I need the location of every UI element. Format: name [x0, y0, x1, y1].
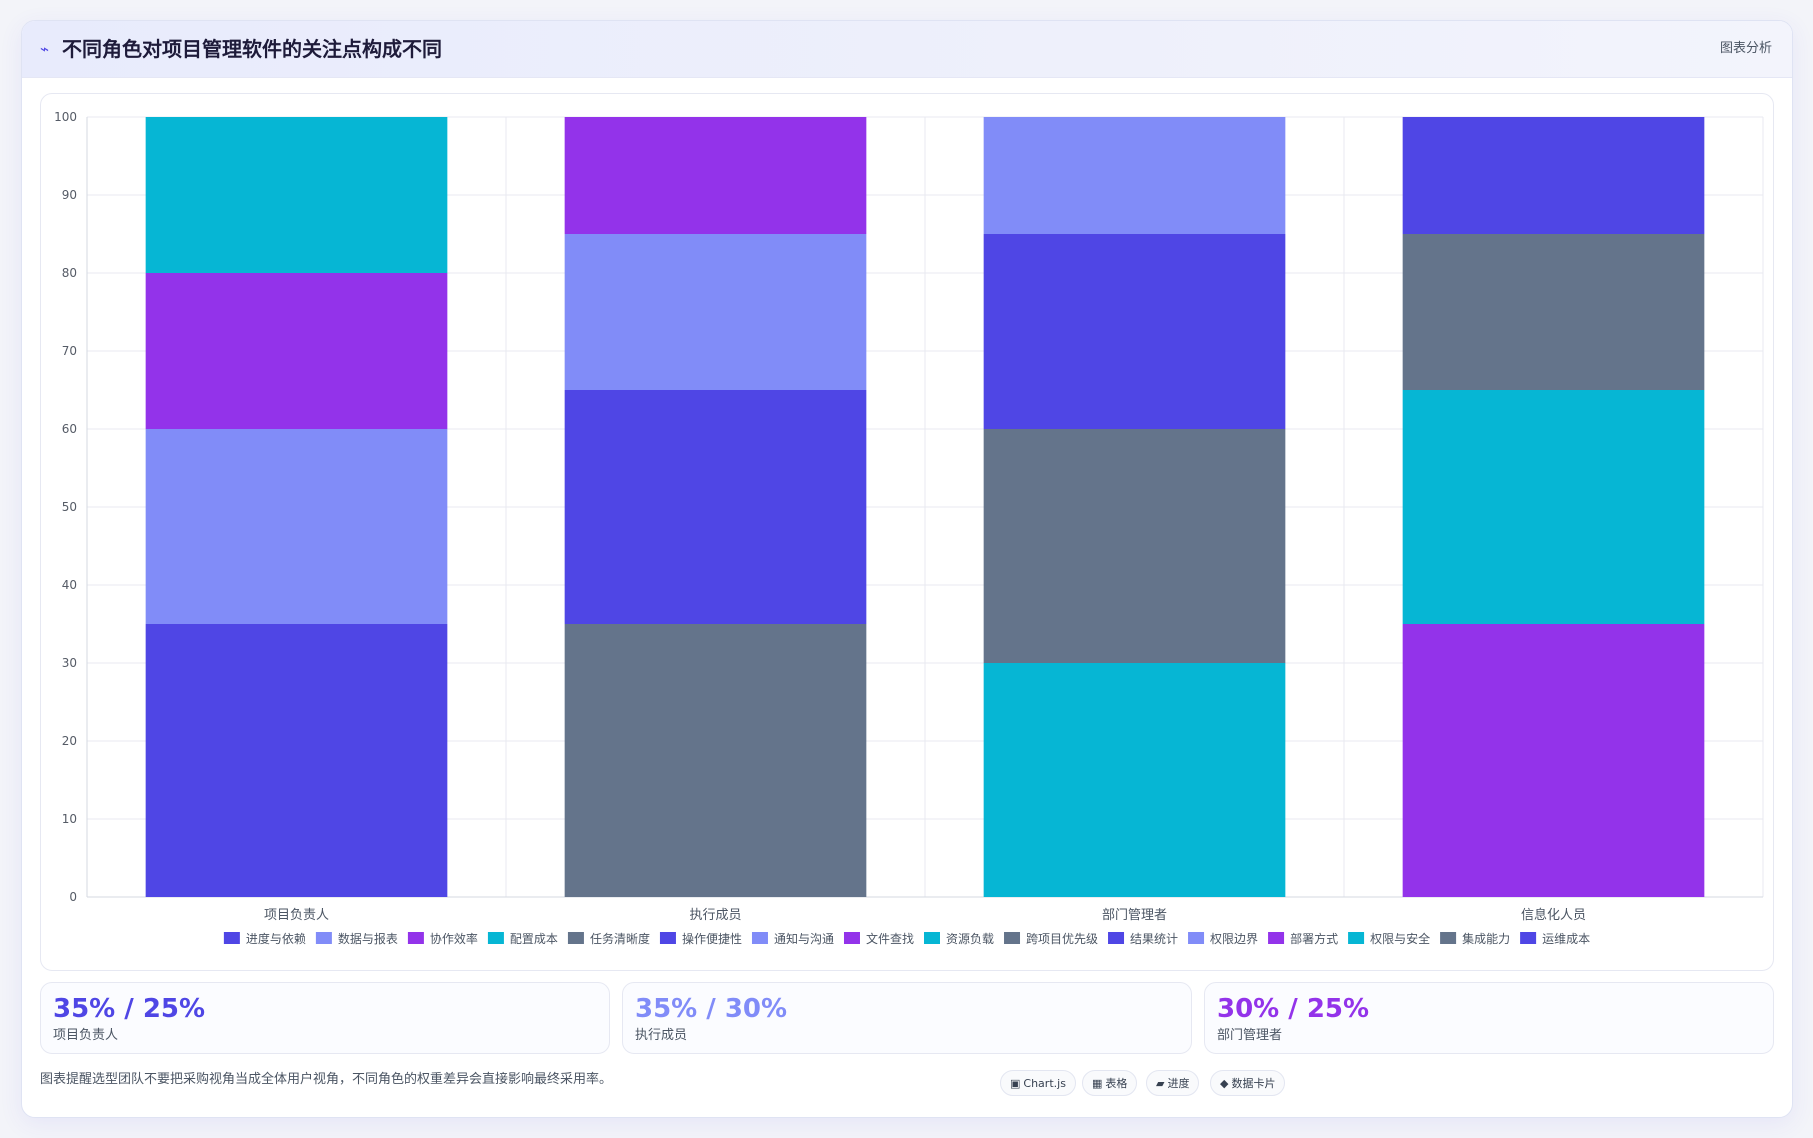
- stat-card-department-manager: 30% / 25% 部门管理者: [1204, 982, 1774, 1054]
- legend-swatch: [1440, 932, 1457, 944]
- bar-segment: [564, 234, 867, 390]
- pill-label: Chart.js: [1023, 1077, 1066, 1090]
- bar-segment: [564, 117, 867, 234]
- stat-label: 部门管理者: [1217, 1028, 1283, 1043]
- y-tick-label: 50: [62, 500, 77, 514]
- y-tick-label: 10: [62, 812, 77, 826]
- legend-label: 部署方式: [1290, 931, 1338, 946]
- legend-label: 操作便捷性: [682, 931, 742, 946]
- stat-value: 35% / 25%: [53, 994, 206, 1024]
- y-tick-label: 80: [62, 266, 77, 280]
- y-tick-label: 40: [62, 578, 77, 592]
- bar-segment: [1402, 234, 1705, 390]
- legend-label: 进度与依赖: [246, 931, 306, 946]
- legend-swatch: [1188, 932, 1205, 944]
- card-header: ⌁ 不同角色对项目管理软件的关注点构成不同 图表分析: [22, 21, 1792, 78]
- stat-cards: 35% / 25% 项目负责人 35% / 30% 执行成员 30% / 25%…: [40, 982, 1774, 1054]
- pill-label: 数据卡片: [1231, 1077, 1276, 1090]
- chart-analysis-tag: 图表分析: [1719, 41, 1772, 56]
- legend-swatch: [487, 932, 504, 944]
- legend-swatch: [315, 932, 332, 944]
- y-tick-label: 0: [69, 890, 77, 904]
- bar-segment: [1402, 117, 1705, 234]
- legend-label: 通知与沟通: [774, 932, 834, 946]
- legend-swatch: [1004, 932, 1021, 944]
- stat-card-project-lead: 35% / 25% 项目负责人: [40, 982, 610, 1054]
- legend-label: 权限边界: [1210, 932, 1258, 946]
- stat-value: 35% / 30%: [635, 994, 788, 1024]
- stat-card-team-member: 35% / 30% 执行成员: [622, 982, 1192, 1054]
- legend-label: 运维成本: [1542, 932, 1590, 946]
- legend-swatch: [1348, 932, 1365, 944]
- bar-segment: [983, 234, 1286, 429]
- stat-label: 执行成员: [635, 1028, 688, 1043]
- legend-label: 配置成本: [510, 932, 558, 946]
- diamond-icon: ◆: [1220, 1077, 1229, 1090]
- bar-segment: [145, 429, 448, 624]
- chart-area: 0 10 20 30 40 50 60 70 80 90 100 项目负责人 执行成员 部门管理者 信息化人…: [40, 93, 1774, 971]
- x-tick-label: 部门管理者: [1102, 908, 1167, 923]
- legend-label: 资源负载: [946, 932, 994, 946]
- chart-card: ⌁ 不同角色对项目管理软件的关注点构成不同 图表分析 0 10 20 30 40 50 60…: [21, 20, 1793, 1118]
- y-tick-label: 20: [62, 734, 77, 748]
- y-tick-label: 90: [62, 188, 77, 202]
- legend-swatch: [1520, 932, 1537, 944]
- y-tick-label: 60: [62, 422, 77, 436]
- pill-chartjs[interactable]: ▣ Chart.js: [1000, 1070, 1076, 1096]
- bar-segment: [983, 663, 1286, 897]
- bar-segment: [145, 624, 448, 897]
- legend-label: 协作效率: [430, 931, 478, 946]
- legend-swatch: [659, 932, 676, 944]
- legend-swatch: [567, 932, 584, 944]
- legend-label: 结果统计: [1130, 932, 1178, 946]
- legend-label: 任务清晰度: [590, 931, 650, 946]
- bar-segment: [983, 117, 1286, 234]
- bar-segment: [145, 117, 448, 273]
- legend-swatch: [1108, 932, 1125, 944]
- legend-swatch: [223, 932, 240, 944]
- pill-label: 表格: [1105, 1077, 1128, 1090]
- legend-label: 数据与报表: [338, 931, 398, 946]
- x-tick-label: 信息化人员: [1521, 907, 1586, 923]
- legend-swatch: [751, 932, 768, 944]
- bar-segment: [145, 273, 448, 429]
- legend-swatch: [924, 932, 940, 944]
- y-tick-label: 70: [62, 344, 77, 358]
- bar-segment: [983, 429, 1286, 663]
- progress-icon: ▰: [1156, 1077, 1165, 1090]
- pill-table[interactable]: ▦ 表格: [1082, 1070, 1138, 1096]
- legend-swatch: [407, 932, 424, 944]
- chart-footnote: 图表提醒选型团队不要把采购视角当成全体用户视角，不同角色的权重差异会直接影响最终…: [40, 1072, 613, 1087]
- y-tick-label: 30: [62, 656, 77, 670]
- pill-progress[interactable]: ▰ 进度: [1146, 1070, 1200, 1096]
- legend-swatch: [843, 932, 860, 944]
- x-tick-label: 项目负责人: [264, 908, 329, 923]
- lightning-icon: ⌁: [40, 40, 50, 58]
- pill-data-card[interactable]: ◆ 数据卡片: [1210, 1070, 1286, 1096]
- chart-title: 不同角色对项目管理软件的关注点构成不同: [62, 37, 442, 61]
- x-tick-label: 执行成员: [689, 908, 741, 923]
- bar-segment: [564, 390, 867, 624]
- legend-label: 文件查找: [866, 931, 914, 946]
- bar-segment: [564, 624, 867, 897]
- y-tick-label: 100: [54, 110, 77, 124]
- stat-label: 项目负责人: [53, 1028, 119, 1043]
- stat-value: 30% / 25%: [1217, 994, 1370, 1024]
- pill-label: 进度: [1167, 1077, 1190, 1090]
- table-icon: ▦: [1092, 1077, 1103, 1090]
- bar-segment: [1402, 624, 1705, 897]
- stacked-bar-chart: 0 10 20 30 40 50 60 70 80 90 100 项目负责人 执行成员 部门管理者 信息化人…: [54, 110, 1764, 946]
- legend-swatch: [1268, 932, 1285, 944]
- legend-label: 权限与安全: [1370, 931, 1430, 946]
- legend-label: 跨项目优先级: [1026, 932, 1098, 946]
- chart-icon: ▣: [1010, 1077, 1021, 1090]
- legend-label: 集成能力: [1462, 931, 1510, 946]
- bar-segment: [1402, 390, 1705, 624]
